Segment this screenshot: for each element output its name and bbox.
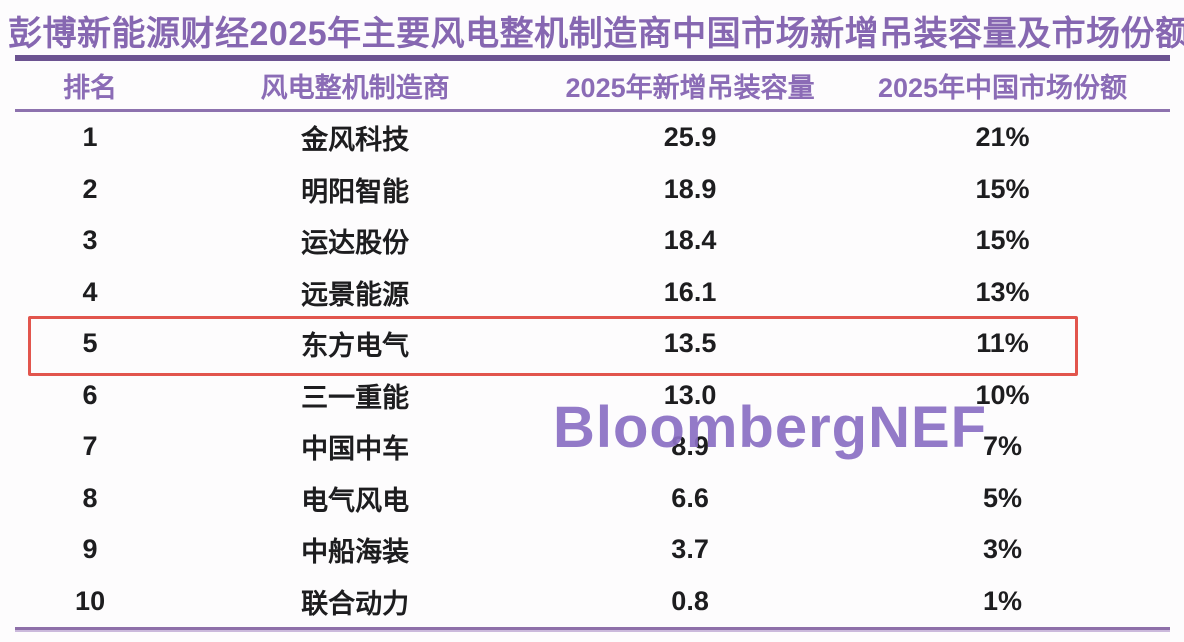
- rank-cell: 8: [82, 482, 98, 513]
- oem-cell: 三一重能: [301, 382, 410, 413]
- share-cell: 3%: [982, 534, 1022, 565]
- rank-cell: 9: [82, 534, 98, 565]
- page-title: 彭博新能源财经2025年主要风电整机制造商中国市场新增吊装容量及市场份额: [8, 15, 1184, 53]
- capacity-cell: 25.9: [663, 122, 717, 153]
- capacity-cell: 18.4: [663, 225, 717, 256]
- share-cell: 1%: [982, 585, 1022, 616]
- oem-cell: 电气风电: [301, 485, 410, 516]
- oem-cell: 运达股份: [301, 228, 410, 259]
- share-cell: 13%: [975, 276, 1030, 307]
- table-row: 3 运达股份 18.4 15%: [15, 215, 1170, 267]
- rank-cell: 4: [82, 276, 98, 307]
- rank-cell: 7: [82, 431, 98, 462]
- oem-cell: 中船海装: [301, 537, 410, 568]
- capacity-cell: 3.7: [671, 534, 709, 565]
- capacity-cell: 0.8: [671, 585, 709, 616]
- table-row: 4 远景能源 16.1 13%: [15, 267, 1170, 319]
- rank-cell: 5: [82, 328, 98, 359]
- rank-cell: 1: [82, 122, 98, 153]
- share-cell: 7%: [982, 431, 1022, 462]
- oem-cell: 中国中车: [301, 434, 410, 465]
- share-cell: 11%: [976, 328, 1029, 359]
- oem-capacity-table: 排名 风电整机制造商 2025年新增吊装容量 2025年中国市场份额 1 金风科…: [15, 55, 1170, 632]
- header-rank: 排名: [63, 72, 118, 103]
- oem-cell: 金风科技: [301, 125, 410, 156]
- capacity-cell: 8.9: [671, 431, 709, 462]
- table-row: 6 三一重能 13.0 10%: [15, 370, 1170, 422]
- table-row-highlighted: 5 东方电气 13.5 11%: [15, 318, 1170, 370]
- oem-cell: 东方电气: [301, 331, 410, 362]
- table-row: 9 中船海装 3.7 3%: [15, 524, 1170, 576]
- capacity-cell: 18.9: [663, 173, 717, 204]
- oem-cell: 明阳智能: [301, 176, 410, 207]
- share-cell: 10%: [975, 379, 1030, 410]
- share-cell: 15%: [975, 173, 1030, 204]
- rank-cell: 3: [82, 225, 98, 256]
- header-oem: 风电整机制造商: [260, 72, 450, 103]
- share-cell: 21%: [975, 122, 1030, 153]
- share-cell: 5%: [982, 482, 1022, 513]
- rank-cell: 2: [82, 173, 98, 204]
- table-row: 1 金风科技 25.9 21%: [15, 112, 1170, 164]
- table-row: 10 联合动力 0.8 1%: [15, 576, 1170, 628]
- capacity-cell: 6.6: [671, 482, 709, 513]
- rank-cell: 6: [82, 379, 98, 410]
- oem-cell: 联合动力: [301, 588, 410, 619]
- table-row: 7 中国中车 8.9 7%: [15, 421, 1170, 473]
- oem-cell: 远景能源: [301, 279, 410, 310]
- share-cell: 15%: [975, 225, 1030, 256]
- table-row: 8 电气风电 6.6 5%: [15, 473, 1170, 525]
- table-row: 2 明阳智能 18.9 15%: [15, 164, 1170, 216]
- capacity-cell: 16.1: [663, 276, 717, 307]
- capacity-cell: 13.0: [663, 379, 717, 410]
- table-header-row: 排名 风电整机制造商 2025年新增吊装容量 2025年中国市场份额: [15, 55, 1170, 112]
- capacity-cell: 13.5: [663, 328, 717, 359]
- header-share: 2025年中国市场份额: [877, 72, 1128, 103]
- header-capacity: 2025年新增吊装容量: [565, 72, 815, 103]
- table-bottom-rule: [15, 627, 1170, 632]
- rank-cell: 10: [75, 585, 106, 616]
